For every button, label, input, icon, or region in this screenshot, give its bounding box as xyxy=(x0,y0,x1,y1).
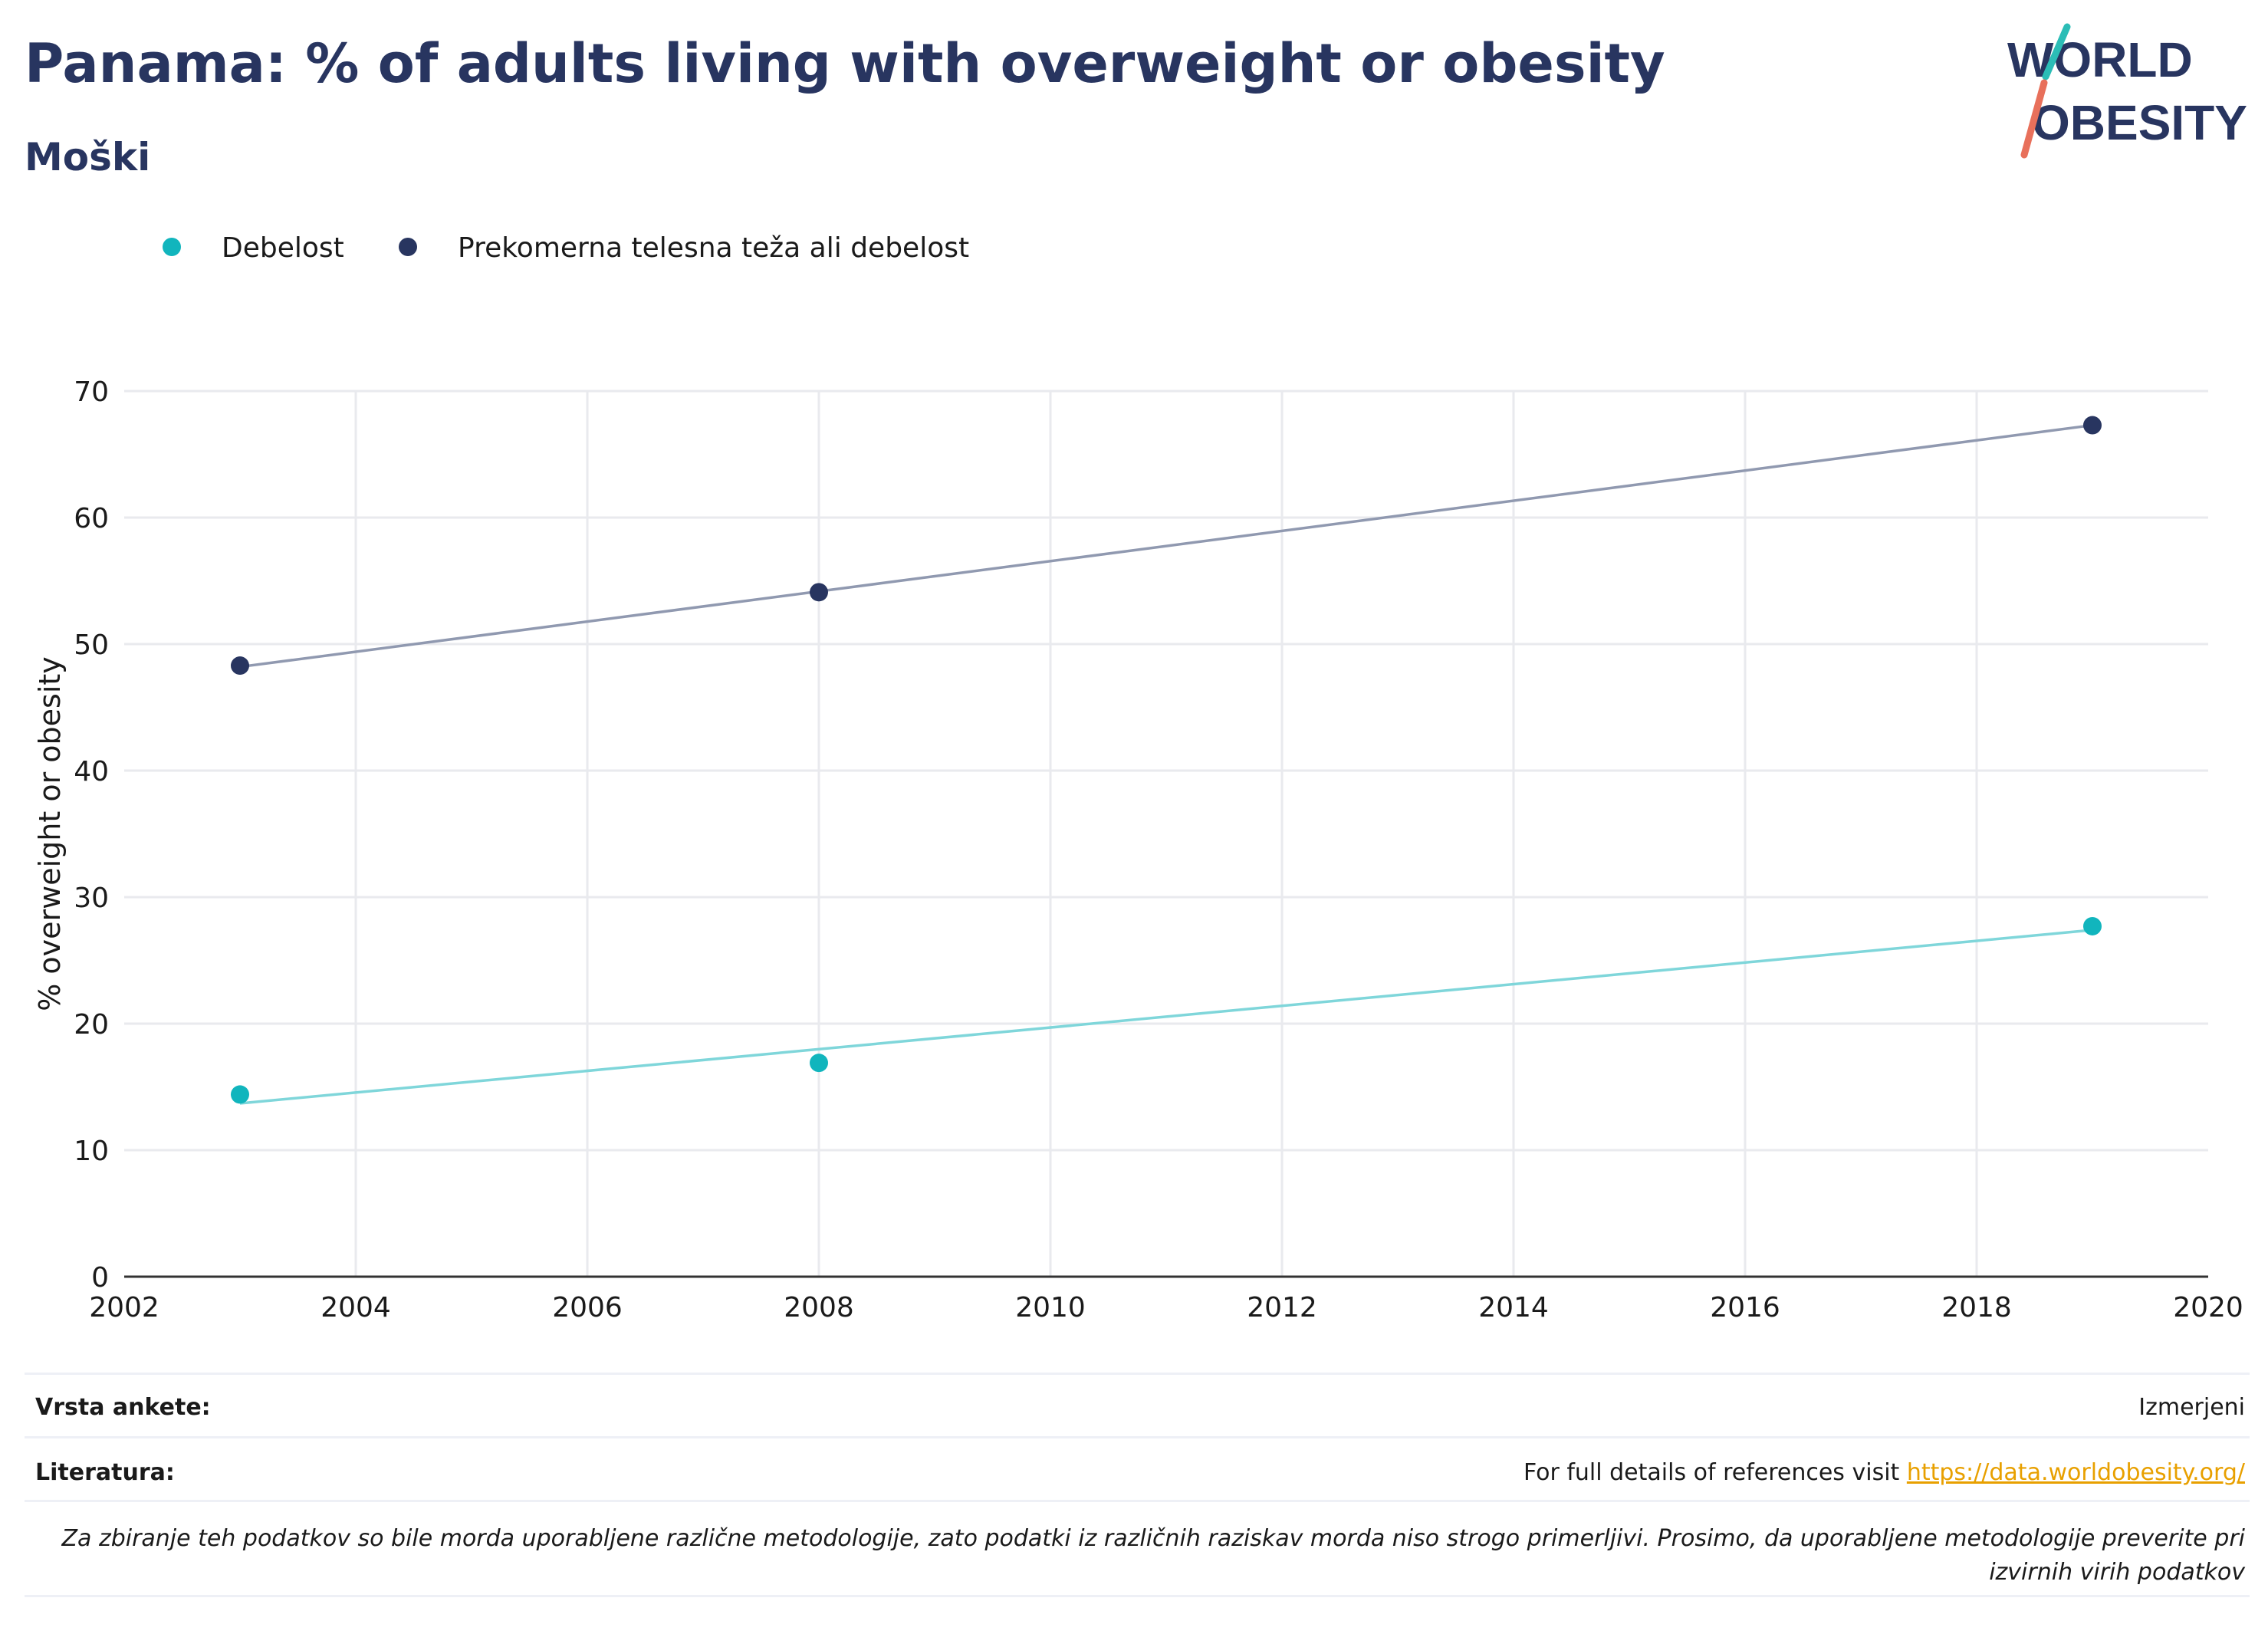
grid xyxy=(124,390,2208,1277)
footer-divider xyxy=(25,1595,2250,1597)
footer-divider xyxy=(25,1436,2250,1438)
x-tick-label: 2010 xyxy=(1015,1292,1086,1323)
trend-lines xyxy=(239,423,2093,1105)
x-tick-label: 2012 xyxy=(1247,1292,1317,1323)
footer-divider xyxy=(25,1373,2250,1375)
axes: 2002 2004 2006 2008 2010 2012 2014 2016 2018 2020… xyxy=(33,376,2243,1323)
trend-line xyxy=(239,423,2093,669)
legend-marker xyxy=(399,238,417,256)
data-point xyxy=(810,583,828,602)
data-point xyxy=(2083,416,2102,435)
references-value: For full details of references visit htt… xyxy=(1524,1459,2245,1486)
world-obesity-logo: WORLD OBESITY xyxy=(2007,23,2247,159)
logo-slash-bottom xyxy=(2020,79,2048,159)
data-points xyxy=(231,416,2102,1104)
data-point xyxy=(231,656,249,676)
page-subtitle: Moški xyxy=(25,135,151,179)
x-tick-label: 2020 xyxy=(2173,1292,2243,1323)
page-title: Panama: % of adults living with overweig… xyxy=(25,32,1665,95)
references-link[interactable]: https://data.worldobesity.org/ xyxy=(1906,1459,2245,1486)
x-tick-label: 2002 xyxy=(89,1292,159,1323)
survey-type-value: Izmerjeni xyxy=(2138,1394,2245,1421)
data-point xyxy=(231,1085,249,1104)
y-axis-label: % overweight or obesity xyxy=(33,656,67,1011)
x-tick-label: 2008 xyxy=(784,1292,854,1323)
x-tick-label: 2004 xyxy=(320,1292,391,1323)
legend: Debelost Prekomerna telesna teža ali debe… xyxy=(163,232,969,264)
x-tick-label: 2018 xyxy=(1941,1292,2012,1323)
data-point xyxy=(810,1054,828,1073)
logo-slash-top xyxy=(2042,23,2071,81)
legend-marker xyxy=(163,238,181,256)
x-tick-label: 2014 xyxy=(1478,1292,1549,1323)
trend-line xyxy=(239,929,2093,1105)
footer-divider xyxy=(25,1500,2250,1502)
legend-label: Debelost xyxy=(222,232,344,264)
y-tick-label: 50 xyxy=(74,630,109,661)
logo-line1: WORLD xyxy=(2007,32,2193,87)
y-tick-label: 30 xyxy=(74,883,109,914)
y-tick-label: 20 xyxy=(74,1009,109,1041)
legend-label: Prekomerna telesna teža ali debelost xyxy=(458,232,969,264)
references-text: For full details of references visit xyxy=(1523,1459,1907,1486)
x-tick-label: 2016 xyxy=(1710,1292,1780,1323)
y-tick-label: 40 xyxy=(74,756,109,787)
data-point xyxy=(2083,916,2102,935)
chart: Debelost Prekomerna telesna teža ali debe… xyxy=(33,232,2243,1323)
y-tick-label: 0 xyxy=(91,1262,109,1294)
x-tick-label: 2006 xyxy=(552,1292,623,1323)
logo-line2: OBESITY xyxy=(2032,95,2247,150)
y-tick-label: 70 xyxy=(74,376,109,408)
methodology-note: Za zbiranje teh podatkov so bile morda u… xyxy=(61,1525,2245,1586)
y-tick-label: 10 xyxy=(74,1136,109,1167)
survey-type-label: Vrsta ankete: xyxy=(35,1394,211,1421)
references-label: Literatura: xyxy=(35,1459,175,1486)
y-tick-label: 60 xyxy=(74,503,109,534)
